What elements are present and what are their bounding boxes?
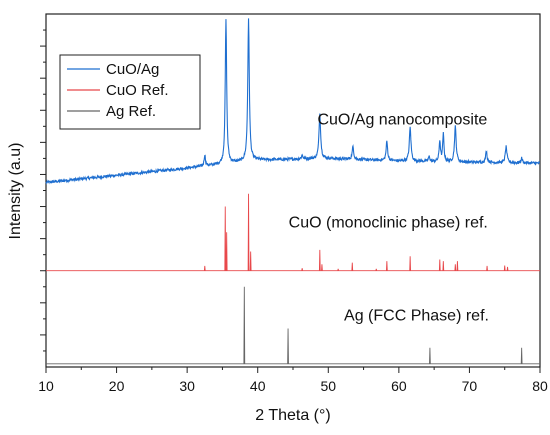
- x-tick-label: 80: [532, 378, 548, 394]
- legend-label: CuO/Ag: [106, 61, 159, 78]
- series-layer: [45, 18, 541, 365]
- legend-box: [59, 54, 201, 130]
- x-tick-label: 60: [391, 378, 407, 394]
- legend-label: Ag Ref.: [106, 103, 156, 120]
- series-line: [45, 18, 541, 185]
- x-tick-label: 20: [109, 378, 125, 394]
- y-axis-title: Intensity (a.u): [7, 143, 24, 240]
- series-line: [46, 193, 540, 272]
- legend: CuO/Ag CuO Ref. Ag Ref.: [59, 54, 201, 130]
- annotations: CuO/Ag nanocomposite CuO (monoclinic phas…: [289, 112, 489, 325]
- x-axis: 10 20 30 40 50 60 70 80: [38, 367, 548, 394]
- series-ag-ref-: [46, 286, 540, 365]
- series-cuo-ref-: [46, 193, 540, 272]
- legend-label: CuO Ref.: [106, 82, 169, 99]
- x-tick-label: 40: [250, 378, 266, 394]
- y-axis: [40, 29, 46, 352]
- annotation-3: Ag (FCC Phase) ref.: [344, 307, 489, 324]
- x-tick-label: 30: [179, 378, 195, 394]
- x-tick-label: 50: [320, 378, 336, 394]
- series-line: [46, 286, 540, 365]
- x-tick-label: 70: [462, 378, 478, 394]
- annotation-2: CuO (monoclinic phase) ref.: [289, 214, 488, 231]
- x-axis-title: 2 Theta (°): [255, 407, 330, 424]
- x-tick-label: 10: [38, 378, 54, 394]
- series-cuo-ag: [45, 18, 541, 185]
- annotation-1: CuO/Ag nanocomposite: [317, 112, 487, 129]
